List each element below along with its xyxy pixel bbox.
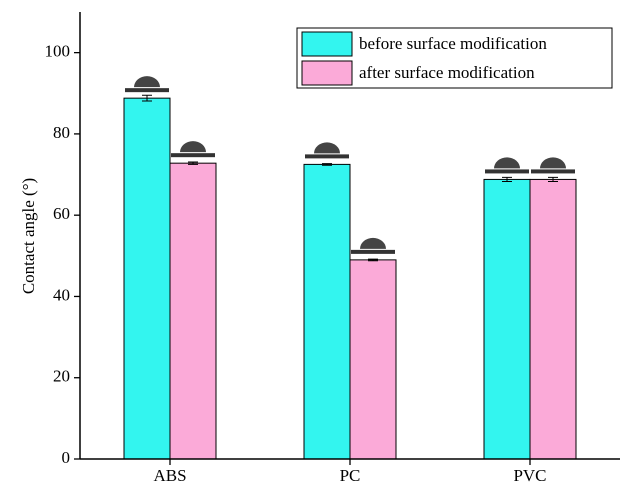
bar xyxy=(484,179,530,459)
x-tick-label: PVC xyxy=(513,466,546,482)
droplet-base xyxy=(125,88,169,92)
bar xyxy=(530,179,576,459)
legend-label: before surface modification xyxy=(359,34,547,53)
y-tick-label: 100 xyxy=(45,42,71,61)
droplet-base xyxy=(305,154,349,158)
y-tick-label: 0 xyxy=(62,448,71,467)
y-tick-label: 20 xyxy=(53,367,70,386)
chart: Contact angle (°) 0 20 40 60 80 100 ABS PC PVC be… xyxy=(0,0,621,482)
droplet xyxy=(180,141,206,152)
bar xyxy=(124,98,170,459)
legend-swatch xyxy=(302,32,352,56)
droplet-base xyxy=(351,250,395,254)
droplet-base xyxy=(531,169,575,173)
droplet xyxy=(494,157,520,168)
droplet xyxy=(540,157,566,168)
droplet xyxy=(134,76,160,87)
y-axis-label: Contact angle (°) xyxy=(19,178,38,294)
y-tick-label: 60 xyxy=(53,204,70,223)
y-tick-label: 80 xyxy=(53,123,70,142)
x-tick-label: ABS xyxy=(153,466,186,482)
x-tick-label: PC xyxy=(340,466,361,482)
droplet-base xyxy=(171,153,215,157)
legend-swatch xyxy=(302,61,352,85)
droplet-base xyxy=(485,169,529,173)
bar xyxy=(170,163,216,459)
bar xyxy=(304,164,350,459)
y-tick-label: 40 xyxy=(53,285,70,304)
droplet xyxy=(360,238,386,249)
bar xyxy=(350,260,396,459)
droplet xyxy=(314,142,340,153)
legend-label: after surface modification xyxy=(359,63,535,82)
